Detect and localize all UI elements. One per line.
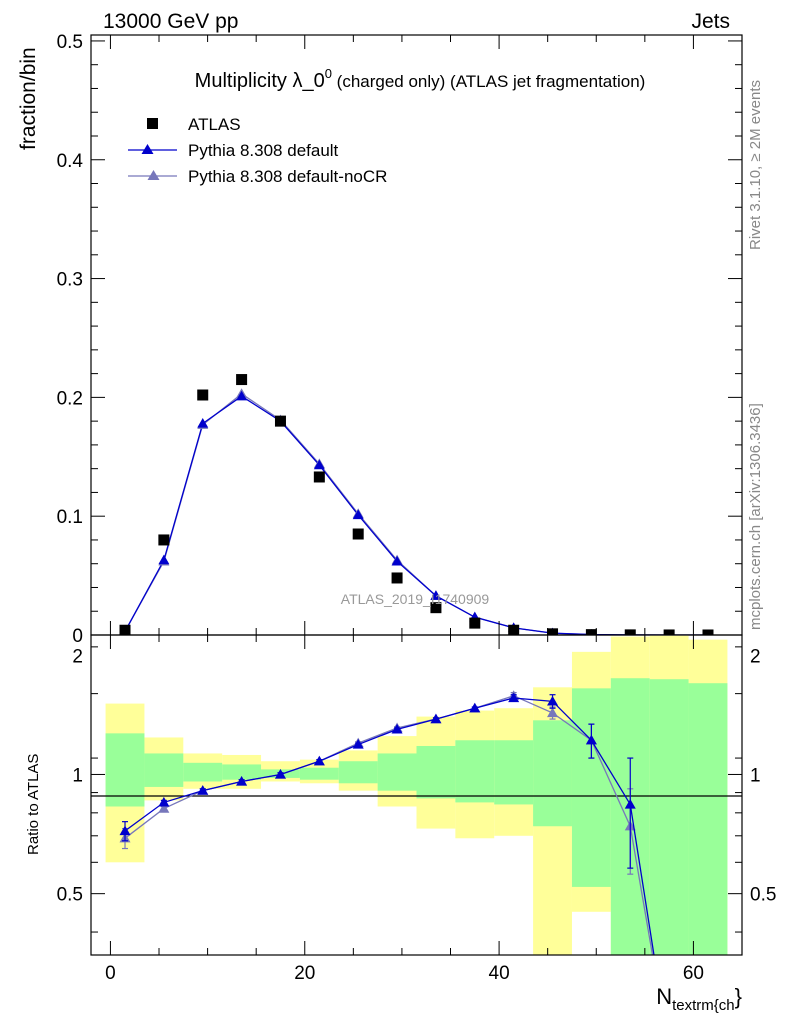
legend-marker-atlas [147, 118, 158, 129]
band-inner [571, 688, 611, 887]
mcplots-label: mcplots.cern.ch [arXiv:1306.3436] [747, 403, 764, 630]
chart-title-rest: (charged only) (ATLAS jet fragmentation) [332, 72, 645, 91]
header-right: Jets [691, 10, 730, 33]
band-inner [533, 720, 572, 827]
y-tick-label: 0.2 [57, 388, 83, 409]
data-point-square [391, 572, 403, 584]
ratio-point-0 [585, 734, 597, 745]
band-inner [494, 740, 534, 805]
ratio-point-0 [119, 825, 131, 836]
ratio-panel-frame [90, 634, 743, 956]
x-tick-label: 20 [294, 963, 315, 984]
band-inner [649, 679, 689, 955]
ratio-line-0 [124, 697, 655, 955]
band-inner [183, 762, 223, 782]
ratio-point-0 [508, 692, 520, 703]
rivet-label: Rivet 3.1.10, ≥ 2M events [747, 80, 764, 250]
data-point-square [119, 624, 131, 635]
ratio-point-0 [236, 775, 248, 786]
data-point-square [313, 471, 325, 483]
y-tick-label: 0.1 [57, 507, 83, 528]
y-tick-label: 0.4 [57, 151, 84, 172]
data-point-square [352, 528, 364, 540]
ratio-point-1 [547, 707, 559, 718]
legend-marker-nocr [147, 170, 160, 180]
x-axis-label-close: } [735, 984, 742, 1009]
data-point-square [469, 617, 481, 629]
band-inner [455, 740, 495, 803]
data-point-triangle-1 [313, 459, 325, 470]
ratio-point-0 [313, 755, 325, 766]
x-tick-label: 0 [105, 963, 116, 984]
band-inner [299, 767, 339, 780]
legend: ATLAS Pythia 8.308 default Pythia 8.308 … [128, 115, 387, 186]
ratio-y-tick-label: 1 [72, 765, 83, 786]
ratio-point-0 [197, 785, 209, 795]
y-axis-label: fraction/bin [17, 47, 40, 150]
ratio-point-0 [391, 723, 403, 734]
ratio-point-0 [158, 796, 170, 807]
ratio-point-0 [352, 739, 364, 749]
band-inner [222, 764, 262, 780]
legend-label-nocr: Pythia 8.308 default-noCR [188, 167, 387, 186]
chart-title: Multiplicity λ_00 (charged only) (ATLAS … [195, 66, 646, 92]
data-point-square [274, 415, 286, 427]
ratio-y-axis-label: Ratio to ATLAS [25, 754, 42, 855]
ratio-y-tick-label-right: 2 [750, 646, 761, 667]
ratio-y-tick-label-right: 1 [750, 765, 761, 786]
ratio-y-tick-label: 0.5 [57, 885, 83, 906]
x-tick-label: 60 [683, 963, 704, 984]
band-inner [105, 733, 145, 807]
data-point-square [158, 534, 170, 546]
data-point-square [624, 629, 636, 635]
data-point-square [663, 629, 675, 635]
band-inner [144, 753, 184, 787]
ratio-point-0 [624, 798, 636, 809]
legend-marker-default [141, 144, 154, 154]
data-point-triangle-1 [430, 590, 442, 600]
band-inner [338, 761, 378, 784]
chart-title-main: Multiplicity λ_0 [195, 70, 325, 92]
y-tick-label: 0 [72, 626, 83, 647]
x-axis-label-sub: textrm{ch [672, 997, 735, 1014]
header-left: 13000 GeV pp [103, 10, 238, 33]
data-point-triangle-1 [352, 509, 364, 520]
chart-title-sup: 0 [325, 66, 332, 81]
data-point-square [547, 628, 559, 635]
x-tick-label: 40 [489, 963, 510, 984]
ratio-point-0 [547, 695, 559, 706]
ratio-point-0 [274, 768, 286, 779]
data-point-square [508, 624, 520, 635]
data-point-triangle-1 [236, 390, 248, 401]
data-point-triangle-1 [391, 555, 403, 566]
data-point-square [702, 629, 714, 635]
data-point-square [197, 389, 209, 401]
legend-label-default: Pythia 8.308 default [188, 141, 339, 160]
data-point-triangle-1 [158, 554, 170, 565]
x-axis-label-main: N [656, 984, 672, 1009]
ratio-y-tick-label-right: 0.5 [750, 885, 776, 906]
band-inner [416, 745, 456, 799]
ratio-panel: 0.5 0.51 12 20 20 40 60 Ratio to ATLAS Ntextrm… [25, 634, 776, 1014]
ratio-point-0 [430, 713, 442, 724]
legend-label-atlas: ATLAS [188, 115, 241, 134]
y-tick-label: 0.5 [57, 32, 83, 53]
ratio-y-tick-label: 2 [72, 646, 83, 667]
data-point-triangle-1 [197, 418, 209, 428]
ratio-point-1 [158, 803, 170, 813]
data-point-square [430, 602, 442, 614]
band-inner [688, 683, 728, 955]
y-tick-label: 0.3 [57, 270, 83, 291]
ratio-point-0 [469, 702, 481, 713]
x-axis-label: Ntextrm{ch} [656, 984, 742, 1014]
band-inner [377, 753, 417, 791]
data-point-square [585, 629, 597, 635]
data-point-square [236, 374, 248, 386]
watermark: ATLAS_2019_I1740909 [341, 591, 490, 607]
main-panel: 00.10.20.30.40.5 Multiplicity λ_00 (char… [17, 32, 743, 647]
